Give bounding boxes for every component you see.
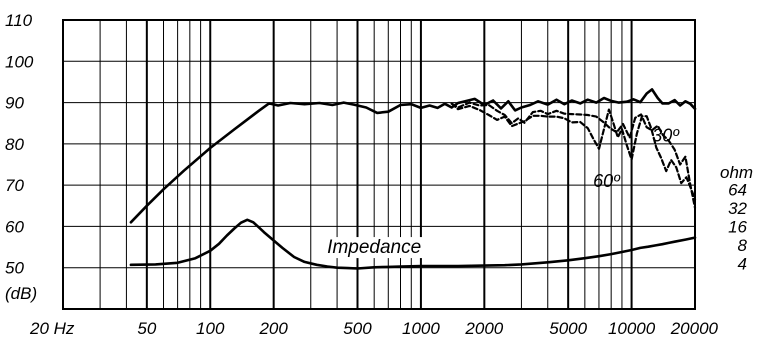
y-tick-label: 50 (5, 259, 24, 278)
y-tick-label: 110 (5, 11, 33, 30)
impedance-axis-label: 8 (738, 236, 748, 255)
impedance-axis-title: ohm (720, 163, 753, 182)
series-line-3 (450, 102, 697, 201)
plot-frame (62, 19, 696, 310)
y-tick-label: 90 (5, 94, 24, 113)
angle-label: 30º (652, 126, 680, 146)
angle-label: 60º (593, 171, 621, 191)
impedance-axis-label: 16 (728, 217, 747, 236)
impedance-axis-label: 32 (728, 199, 747, 218)
x-tick-label: 5000 (549, 319, 587, 338)
series-layer (129, 88, 697, 270)
annotation-label: Impedance (327, 237, 421, 258)
x-tick-label: 20 Hz (29, 319, 75, 338)
x-tick-label: 500 (343, 319, 372, 338)
x-tick-label: 2000 (464, 319, 503, 338)
series-line-1 (129, 88, 697, 224)
grid-layer (63, 20, 695, 309)
y-axis-unit: (dB) (5, 284, 37, 303)
series-line-4 (129, 218, 697, 270)
x-tick-label: 10000 (608, 319, 656, 338)
x-tick-label: 20000 (670, 319, 719, 338)
x-tick-label: 100 (196, 319, 225, 338)
x-tick-label: 50 (137, 319, 156, 338)
x-tick-label: 1000 (402, 319, 440, 338)
y-tick-label: 100 (5, 52, 34, 71)
y-tick-label: 60 (5, 217, 24, 236)
label-layer: 110 100 90 80 70 60 50 (dB) 20 Hz 50 100 200 500 1000… (5, 11, 753, 338)
x-tick-label: 200 (258, 319, 288, 338)
impedance-axis-label: 4 (738, 255, 747, 274)
y-tick-label: 80 (5, 135, 24, 154)
series-line-2 (450, 101, 697, 209)
y-tick-label: 70 (5, 176, 24, 195)
annotation-backdrop (324, 237, 425, 259)
impedance-axis-label: 64 (728, 180, 747, 199)
